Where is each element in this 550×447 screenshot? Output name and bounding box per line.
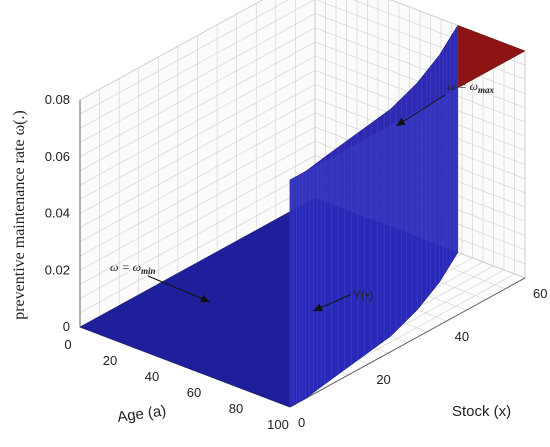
z-tick-label: 0 bbox=[63, 319, 70, 334]
y-tick-label: 60 bbox=[533, 286, 547, 301]
y-tick-label: 0 bbox=[298, 415, 305, 430]
tick-labels: 0 0.02 0.04 0.06 0.08 0 20 40 60 80 100 0 20 40 60 bbox=[45, 92, 548, 432]
annot-omega-max-arrow-line bbox=[395, 94, 446, 127]
x-tick-label: 60 bbox=[187, 385, 201, 400]
surface-wall-segment bbox=[439, 24, 459, 283]
axis-line bbox=[289, 277, 526, 408]
annot-omega-max-arrow-head bbox=[396, 117, 406, 126]
surface-wall-segment bbox=[417, 54, 440, 311]
surface-wall-segment bbox=[305, 156, 326, 399]
x-tick-label: 0 bbox=[64, 337, 71, 352]
z-axis-label: preventive maintenance rate ω(.) bbox=[11, 110, 28, 320]
annot-omega-min-sub: min bbox=[141, 266, 156, 276]
z-tick-label: 0.04 bbox=[45, 206, 70, 221]
annot-omega-min-arrow-line bbox=[147, 275, 211, 303]
surface-wall-segment bbox=[324, 132, 359, 385]
x-axis-label: Age (a) bbox=[116, 402, 167, 426]
z-tick-label: 0.08 bbox=[45, 92, 70, 107]
z-tick-label: 0.06 bbox=[45, 149, 70, 164]
z-tick-label: 0.02 bbox=[45, 262, 70, 277]
y-axis-label: Stock (x) bbox=[452, 403, 511, 420]
surface-wall-segment bbox=[289, 170, 306, 408]
x-tick-label: 80 bbox=[229, 401, 243, 416]
y-tick-label: 20 bbox=[376, 372, 390, 387]
surface bbox=[79, 24, 526, 408]
annot-boundary: Υ(•) bbox=[353, 288, 373, 302]
y-tick-label: 40 bbox=[455, 329, 469, 344]
surface-wall-segment bbox=[357, 108, 391, 361]
x-tick-label: 20 bbox=[103, 353, 117, 368]
annot-omega-max-sub: max bbox=[478, 85, 495, 95]
x-tick-label: 100 bbox=[267, 417, 289, 432]
annot-omega-min-arrow-head bbox=[200, 294, 210, 303]
annot-boundary-arrow-head bbox=[313, 303, 323, 312]
x-tick-label: 40 bbox=[145, 369, 159, 384]
